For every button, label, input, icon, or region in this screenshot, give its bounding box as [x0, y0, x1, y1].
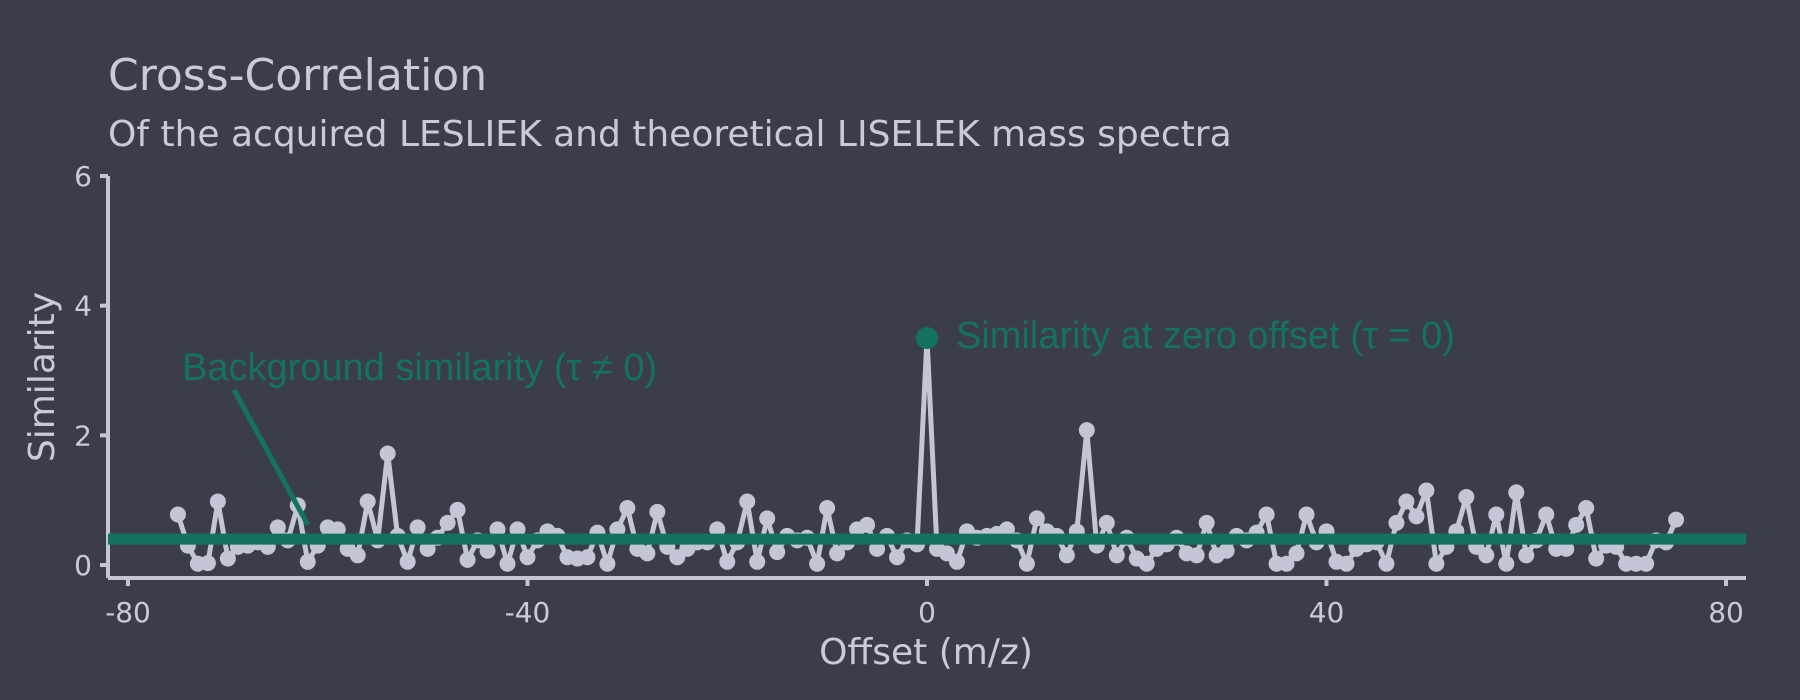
data-point	[619, 499, 636, 516]
data-point	[1028, 510, 1045, 527]
axes: 0 2 4 6 -80 -40 0 40 80	[74, 160, 1746, 629]
data-point	[739, 493, 756, 510]
data-point	[459, 551, 476, 568]
x-tick-label: -40	[505, 596, 551, 629]
data-point	[1418, 482, 1435, 499]
y-tick-label: 2	[74, 419, 92, 452]
data-point	[1398, 493, 1415, 510]
data-point	[439, 514, 456, 531]
data-point	[859, 516, 876, 533]
data-point	[1188, 547, 1205, 564]
data-point	[1058, 547, 1075, 564]
data-point	[499, 555, 516, 572]
data-point	[829, 545, 846, 562]
chart-subtitle: Of the acquired LESLIEK and theoretical …	[108, 114, 1232, 155]
data-point	[1378, 555, 1395, 572]
data-point	[209, 493, 226, 510]
data-point	[329, 521, 346, 538]
data-point	[1108, 547, 1125, 564]
data-point	[1078, 422, 1095, 439]
data-point	[1478, 547, 1495, 564]
data-point	[709, 521, 726, 538]
data-point	[1288, 545, 1305, 562]
data-point	[869, 540, 886, 557]
data-point	[1498, 555, 1515, 572]
data-point	[399, 553, 416, 570]
data-point	[1198, 514, 1215, 531]
data-point	[1338, 555, 1355, 572]
data-point	[809, 555, 826, 572]
data-point	[1518, 547, 1535, 564]
data-point	[998, 521, 1015, 538]
data-point	[819, 499, 836, 516]
data-point	[1258, 506, 1275, 523]
data-point	[639, 545, 656, 562]
x-axis-label: Offset (m/z)	[819, 632, 1033, 673]
data-point	[579, 549, 596, 566]
data-point	[948, 553, 965, 570]
data-point	[759, 510, 776, 527]
data-point	[419, 540, 436, 557]
data-point	[649, 503, 666, 520]
data-point	[1568, 516, 1585, 533]
data-point	[379, 445, 396, 462]
chart-title: Cross-Correlation	[108, 50, 487, 101]
data-point	[1278, 555, 1295, 572]
data-point	[1428, 555, 1445, 572]
y-axis-label: Similarity	[22, 292, 63, 462]
zero-offset-annotation: Similarity at zero offset (τ = 0)	[956, 315, 1455, 357]
data-point	[1408, 508, 1425, 525]
data-point	[1538, 506, 1555, 523]
data-point	[409, 519, 426, 536]
data-point	[1578, 499, 1595, 516]
data-point	[509, 521, 526, 538]
series-layer	[108, 327, 1746, 572]
data-point	[1458, 488, 1475, 505]
data-point	[1218, 542, 1235, 559]
data-point	[1668, 511, 1685, 528]
data-point	[219, 550, 236, 567]
data-point	[889, 549, 906, 566]
background-annotation-pointer	[231, 388, 310, 527]
x-tick-label: 40	[1309, 596, 1345, 629]
annotation-layer: Background similarity (τ ≠ 0) Similarity…	[182, 315, 1455, 527]
x-tick-label: -80	[105, 596, 151, 629]
data-point	[519, 549, 536, 566]
data-point	[479, 542, 496, 559]
data-point	[1508, 484, 1525, 501]
data-point	[1588, 550, 1605, 567]
y-tick-label: 6	[74, 160, 92, 193]
data-point	[1298, 506, 1315, 523]
data-point	[349, 547, 366, 564]
data-point	[359, 493, 376, 510]
data-point	[1138, 555, 1155, 572]
data-point	[769, 544, 786, 561]
data-point	[489, 521, 506, 538]
data-point	[749, 553, 766, 570]
data-point	[269, 519, 286, 536]
data-point	[609, 521, 626, 538]
x-tick-label: 0	[918, 596, 936, 629]
data-point	[1018, 555, 1035, 572]
data-point	[719, 553, 736, 570]
data-point	[1098, 514, 1115, 531]
background-similarity-annotation: Background similarity (τ ≠ 0)	[182, 347, 657, 389]
y-tick-label: 0	[74, 549, 92, 582]
data-point	[199, 555, 216, 572]
data-point	[299, 553, 316, 570]
data-point	[1488, 506, 1505, 523]
data-point	[1638, 555, 1655, 572]
zero-offset-marker	[916, 327, 938, 350]
data-point	[599, 555, 616, 572]
data-point	[169, 506, 186, 523]
y-tick-label: 4	[74, 290, 92, 323]
x-tick-label: 80	[1708, 596, 1744, 629]
data-point	[1558, 540, 1575, 557]
data-point	[449, 501, 466, 518]
data-point	[1388, 514, 1405, 531]
